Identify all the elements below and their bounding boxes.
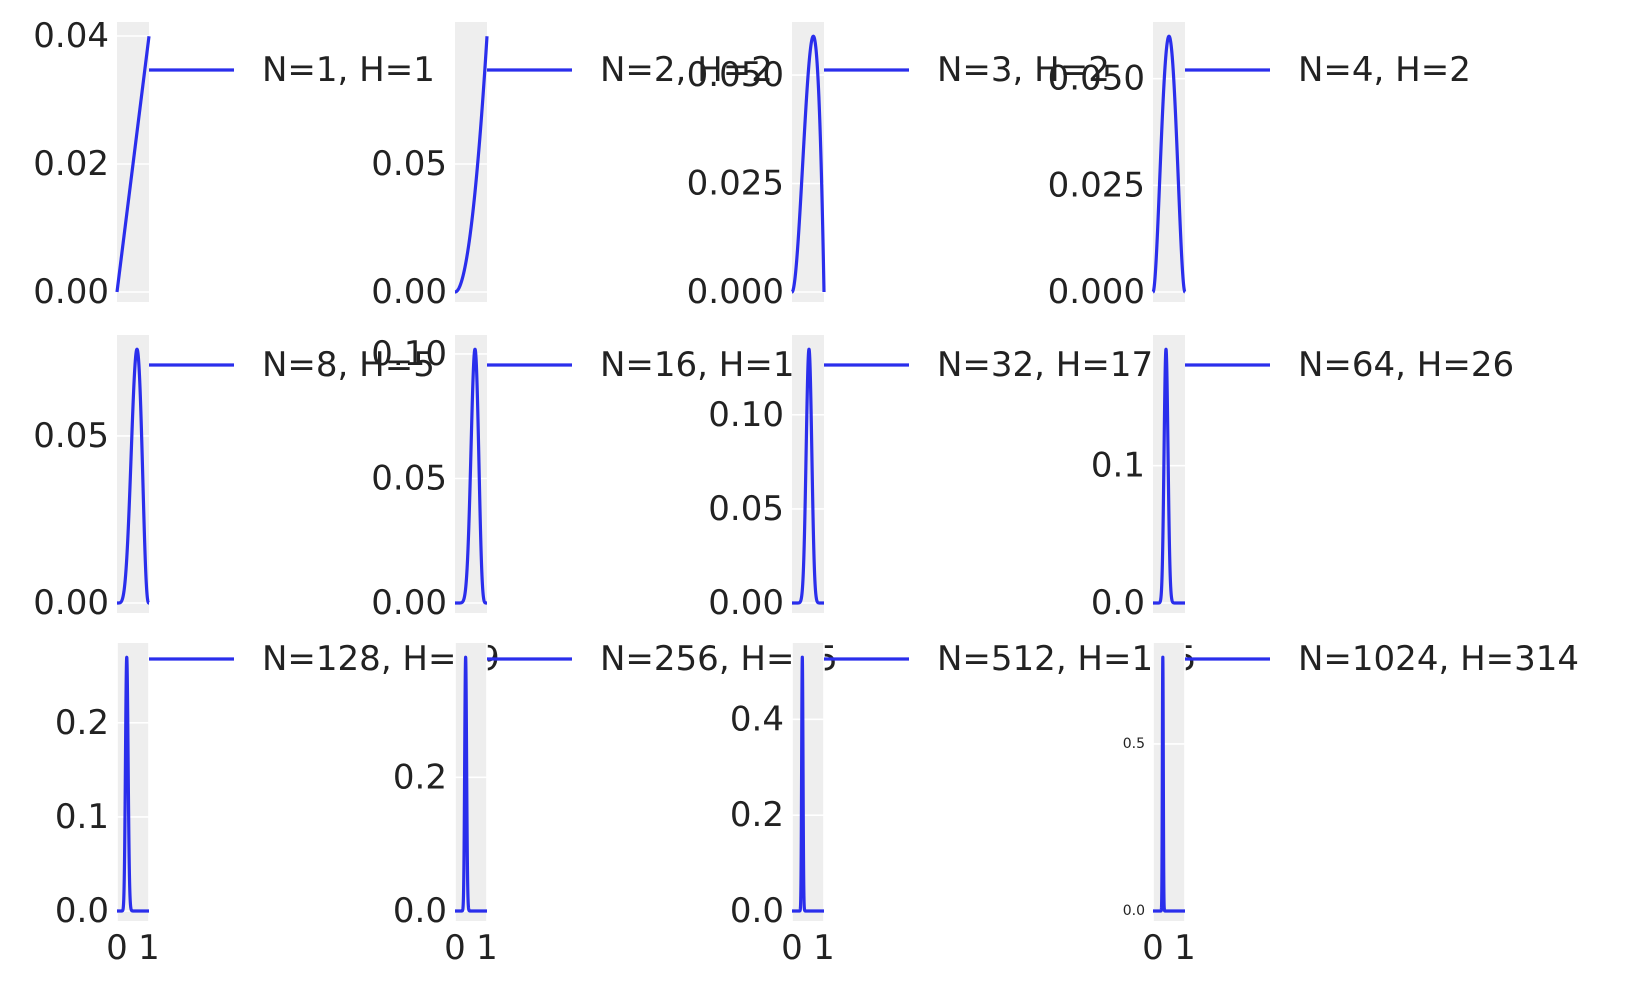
- y-tick-label: 0.000: [687, 272, 784, 312]
- y-tick-label: 0.4: [730, 699, 784, 739]
- y-tick-label: 0.10: [708, 395, 784, 435]
- x-tick-label: 0: [1142, 928, 1164, 968]
- panel-7: 0.00 0.05 0.10 N=32, H=17: [708, 335, 1153, 623]
- x-tick-label: 1: [138, 928, 160, 968]
- density-line: [790, 34, 826, 294]
- y-tick-label: 0.0: [55, 891, 109, 931]
- y-tick-label: 0.0: [1123, 903, 1145, 919]
- panel-10: 0.00.20 1N=256, H=85: [393, 639, 838, 968]
- density-line: [1151, 34, 1187, 294]
- x-tick-label: 0: [106, 928, 128, 968]
- y-tick-label: 0.0: [393, 891, 447, 931]
- plot-area: [792, 643, 824, 921]
- x-tick-label: 0: [444, 928, 466, 968]
- y-tick-label: 0.025: [687, 164, 784, 204]
- panel-2: 0.00 0.05 N=2, H=2: [371, 22, 773, 312]
- plot-area: [117, 643, 149, 921]
- panel-5: 0.00 0.05 N=8, H=5: [33, 335, 435, 623]
- y-tick-label: 0.05: [33, 416, 109, 456]
- y-tick-label: 0.0: [730, 891, 784, 931]
- x-tick-label: 1: [476, 928, 498, 968]
- plot-area: [1153, 22, 1185, 302]
- plot-area: [455, 22, 487, 302]
- density-line: [453, 35, 489, 294]
- y-tick-label: 0.00: [371, 583, 447, 623]
- y-tick-label: 0.05: [371, 144, 447, 184]
- y-tick-label: 0.050: [687, 55, 784, 95]
- density-line: [790, 655, 826, 913]
- panel-3: 0.000 0.025 0.050 N=3, H=2: [687, 22, 1110, 312]
- density-line: [790, 347, 826, 605]
- y-tick-label: 0.000: [1048, 272, 1145, 312]
- y-tick-label: 0.2: [730, 795, 784, 835]
- panel-8: 0.0 0.1 N=64, H=26: [1091, 335, 1514, 623]
- panel-4: 0.000 0.025 0.050 N=4, H=2: [1048, 22, 1471, 312]
- y-tick-label: 0.0: [1091, 583, 1145, 623]
- y-tick-label: 0.050: [1048, 59, 1145, 99]
- y-tick-label: 0.04: [33, 16, 109, 56]
- y-tick-label: 0.10: [371, 334, 447, 374]
- x-tick-label: 1: [813, 928, 835, 968]
- y-tick-label: 0.02: [33, 144, 109, 184]
- density-line: [115, 35, 151, 293]
- legend-label: N=2, H=2: [600, 50, 773, 90]
- legend-label: N=4, H=2: [1298, 50, 1471, 90]
- y-tick-label: 0.2: [55, 703, 109, 743]
- plot-area: [1153, 643, 1185, 921]
- panel-1: 0.00 0.02 0.04 N=1, H=1: [33, 16, 435, 312]
- density-line: [453, 655, 489, 913]
- plot-area: [455, 643, 487, 921]
- y-tick-label: 0.2: [393, 757, 447, 797]
- panel-9: 0.00.10.20 1N=128, H=39: [55, 639, 500, 968]
- legend-label: N=3, H=2: [937, 50, 1110, 90]
- x-tick-label: 0: [781, 928, 803, 968]
- legend-label: N=16, H=10: [600, 345, 816, 385]
- panel-6: 0.00 0.05 0.10 N=16, H=10: [371, 334, 816, 623]
- legend-label: N=8, H=5: [262, 345, 435, 385]
- y-tick-label: 0.00: [371, 272, 447, 312]
- density-line: [453, 347, 489, 605]
- y-tick-label: 0.025: [1048, 165, 1145, 205]
- y-tick-label: 0.05: [371, 458, 447, 498]
- y-tick-label: 0.1: [55, 797, 109, 837]
- y-tick-label: 0.5: [1123, 736, 1145, 752]
- panel-12: 0.0 0.5 0 1 N=1024, H=314: [1123, 639, 1579, 968]
- legend-label: N=1024, H=314: [1298, 639, 1579, 679]
- y-tick-label: 0.00: [33, 272, 109, 312]
- density-line: [1151, 655, 1187, 913]
- density-line: [115, 347, 151, 605]
- y-tick-label: 0.05: [708, 489, 784, 529]
- y-tick-label: 0.00: [708, 583, 784, 623]
- legend-label: N=32, H=17: [937, 345, 1153, 385]
- density-line: [1151, 347, 1187, 605]
- density-line: [115, 655, 151, 913]
- x-tick-label: 1: [1174, 928, 1196, 968]
- legend-label: N=1, H=1: [262, 50, 435, 90]
- y-tick-label: 0.1: [1091, 446, 1145, 486]
- legend-label: N=64, H=26: [1298, 345, 1514, 385]
- y-tick-label: 0.00: [33, 583, 109, 623]
